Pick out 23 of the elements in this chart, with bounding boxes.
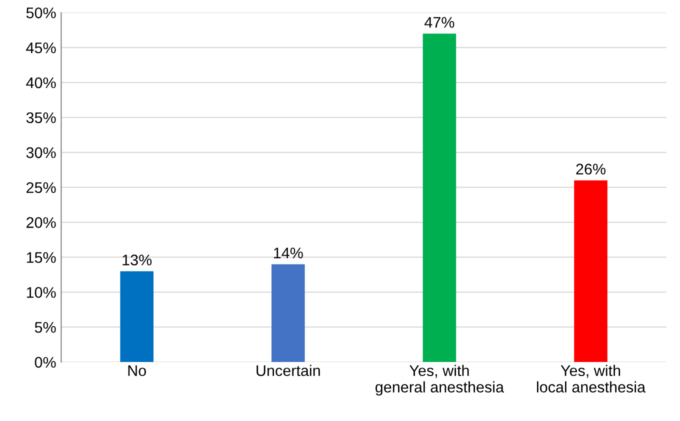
- bar: [574, 180, 608, 362]
- y-tick-label: 25%: [26, 182, 56, 194]
- y-tick-label: 10%: [26, 287, 56, 298]
- x-tick-label: Yes, with local anesthesia: [537, 364, 646, 393]
- y-tick-label: 0%: [34, 356, 56, 368]
- bar: [120, 271, 154, 362]
- data-label: 14%: [274, 248, 303, 258]
- y-tick-label: 5%: [34, 322, 56, 333]
- y-tick-label: 30%: [26, 147, 56, 158]
- x-tick-label: Yes, with general anesthesia: [376, 364, 504, 396]
- bar: [272, 264, 305, 362]
- x-tick-label: Uncertain: [256, 364, 320, 376]
- y-tick-label: 35%: [26, 112, 56, 124]
- data-label: 47%: [424, 17, 454, 28]
- y-tick-label: 15%: [26, 252, 56, 263]
- x-tick-label: No: [128, 365, 146, 376]
- y-tick-label: 50%: [26, 8, 56, 18]
- y-tick-label: 45%: [26, 42, 56, 54]
- data-label: 26%: [576, 164, 606, 175]
- y-tick-label: 20%: [26, 217, 56, 228]
- bar: [422, 34, 456, 362]
- y-tick-label: 40%: [26, 77, 56, 88]
- data-label: 13%: [122, 254, 152, 266]
